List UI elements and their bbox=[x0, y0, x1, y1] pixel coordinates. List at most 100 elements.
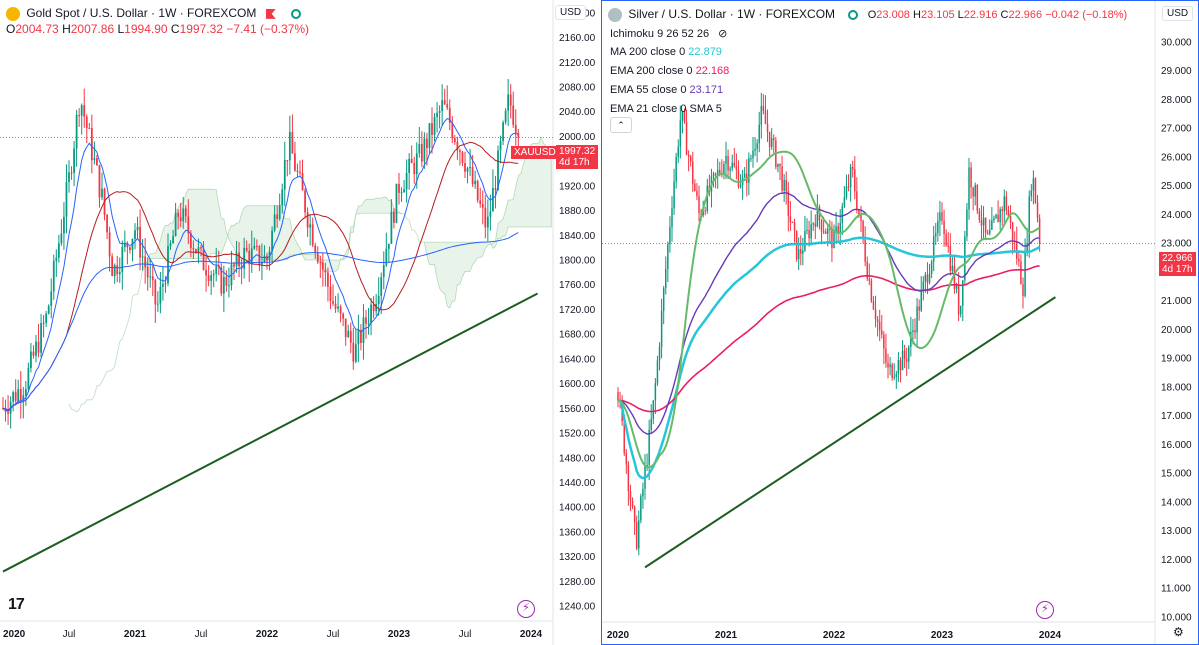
candle-body bbox=[685, 121, 688, 155]
candle-body bbox=[729, 168, 731, 171]
candle-body bbox=[1007, 210, 1010, 217]
candle-body bbox=[42, 322, 45, 324]
candle-body bbox=[375, 303, 378, 312]
indicator-ichimoku[interactable]: Ichimoku 9 26 52 26 ⊘ bbox=[610, 27, 727, 40]
x-tick-label: Jul bbox=[195, 629, 208, 640]
candle-body bbox=[202, 248, 205, 270]
candle-body bbox=[123, 242, 126, 248]
candle-body bbox=[151, 276, 154, 281]
y-tick-label: 17.000 bbox=[1161, 411, 1192, 422]
candle-body bbox=[937, 220, 939, 234]
x-tick-label: Jul bbox=[327, 629, 340, 640]
y-tick-label: 20.000 bbox=[1161, 325, 1192, 336]
candle-body bbox=[652, 400, 655, 419]
candle-body bbox=[261, 262, 263, 265]
currency-selector[interactable]: USD bbox=[555, 5, 587, 20]
gear-icon[interactable]: ⚙ bbox=[1173, 625, 1184, 639]
candle-body bbox=[716, 169, 719, 175]
candle-body bbox=[390, 211, 393, 244]
candle-body bbox=[887, 362, 889, 368]
tradingview-logo[interactable]: 17 bbox=[8, 596, 25, 613]
candle-body bbox=[962, 280, 964, 306]
eye-off-icon[interactable]: ⊘ bbox=[718, 28, 728, 40]
candle-body bbox=[111, 256, 114, 277]
candle-body bbox=[288, 131, 291, 161]
candle-body bbox=[113, 265, 116, 277]
candle-body bbox=[756, 143, 758, 149]
candle-body bbox=[694, 183, 696, 191]
indicator-value: 22.168 bbox=[695, 65, 730, 77]
candle-body bbox=[27, 367, 30, 389]
candle-body bbox=[497, 150, 499, 190]
indicator-ema55[interactable]: EMA 55 close 0 23.171 bbox=[610, 84, 723, 96]
y-tick-label: 2040.00 bbox=[559, 107, 596, 118]
candle-body bbox=[314, 245, 317, 253]
candle-body bbox=[681, 111, 684, 121]
silver-title[interactable]: Silver / U.S. Dollar · 1W · FOREXCOM bbox=[628, 7, 836, 21]
candle-body bbox=[654, 383, 657, 401]
y-tick-label: 11.000 bbox=[1161, 584, 1191, 595]
indicator-ema200[interactable]: EMA 200 close 0 22.168 bbox=[610, 65, 729, 77]
candle-body bbox=[296, 170, 299, 172]
candle-body bbox=[766, 123, 769, 132]
candle-body bbox=[692, 161, 694, 184]
candle-body bbox=[922, 281, 925, 291]
candle-body bbox=[321, 262, 324, 270]
candle-body bbox=[517, 132, 520, 138]
currency-selector[interactable]: USD bbox=[1162, 6, 1194, 21]
open-label: O bbox=[6, 22, 16, 36]
candle-body bbox=[1022, 284, 1024, 297]
candle-body bbox=[492, 188, 494, 212]
candle-body bbox=[106, 215, 108, 233]
indicator-ma200[interactable]: MA 200 close 0 22.879 bbox=[610, 46, 722, 58]
y-tick-label: 2000.00 bbox=[559, 132, 596, 143]
candle-body bbox=[957, 285, 960, 315]
ema-55-line bbox=[618, 192, 1040, 435]
candle-body bbox=[719, 169, 721, 173]
y-tick-label: 25.000 bbox=[1161, 181, 1192, 192]
candle-body bbox=[735, 166, 738, 170]
candle-body bbox=[941, 212, 943, 221]
candle-body bbox=[727, 155, 729, 171]
candle-body bbox=[141, 256, 144, 258]
candle-body bbox=[85, 116, 88, 128]
candle-body bbox=[689, 156, 692, 162]
candle-body bbox=[504, 110, 507, 123]
indicator-ema21[interactable]: EMA 21 close 0 SMA 5 bbox=[610, 103, 722, 115]
candle-body bbox=[827, 228, 829, 234]
candle-body bbox=[98, 165, 101, 198]
candle-body bbox=[696, 190, 698, 197]
flash-icon[interactable]: ⚡ bbox=[1036, 601, 1054, 619]
flash-icon[interactable]: ⚡ bbox=[517, 600, 535, 618]
collapse-legend-button[interactable]: ⌃ bbox=[610, 117, 632, 133]
candle-body bbox=[446, 104, 449, 108]
gold-title[interactable]: Gold Spot / U.S. Dollar · 1W · FOREXCOM bbox=[26, 6, 257, 20]
flag-icon[interactable] bbox=[265, 8, 276, 19]
candle-body bbox=[810, 224, 812, 239]
candle-body bbox=[172, 235, 174, 244]
candle-body bbox=[217, 266, 220, 268]
candle-body bbox=[914, 330, 916, 333]
silver-chart-pane[interactable]: 30.000 29.000 28.000 27.000 26.000 25.000 24.0… bbox=[601, 0, 1199, 645]
indicator-label: Ichimoku 9 26 52 26 bbox=[610, 28, 710, 40]
gold-chart-pane[interactable]: 2200.002160.002120.002080.002040.002000.… bbox=[0, 0, 600, 645]
candle-body bbox=[283, 160, 286, 190]
gold-chart-canvas[interactable]: 2200.002160.002120.002080.002040.002000.… bbox=[0, 0, 600, 645]
y-tick-label: 1840.00 bbox=[559, 231, 596, 242]
candle-body bbox=[986, 232, 989, 234]
candle-body bbox=[177, 212, 180, 217]
low-label: L bbox=[117, 22, 125, 36]
candle-body bbox=[90, 128, 93, 161]
candle-body bbox=[793, 222, 796, 231]
y-tick-label: 1720.00 bbox=[559, 305, 596, 316]
candle-body bbox=[273, 214, 276, 231]
candle-body bbox=[14, 392, 17, 401]
candle-body bbox=[982, 217, 985, 226]
candle-body bbox=[93, 158, 96, 161]
candle-body bbox=[233, 264, 235, 267]
candle-body bbox=[415, 153, 418, 175]
silver-chart-canvas[interactable]: 30.000 29.000 28.000 27.000 26.000 25.000 24.0… bbox=[602, 1, 1198, 644]
candle-body bbox=[420, 144, 423, 162]
candle-body bbox=[835, 226, 837, 232]
candle-body bbox=[96, 158, 98, 166]
